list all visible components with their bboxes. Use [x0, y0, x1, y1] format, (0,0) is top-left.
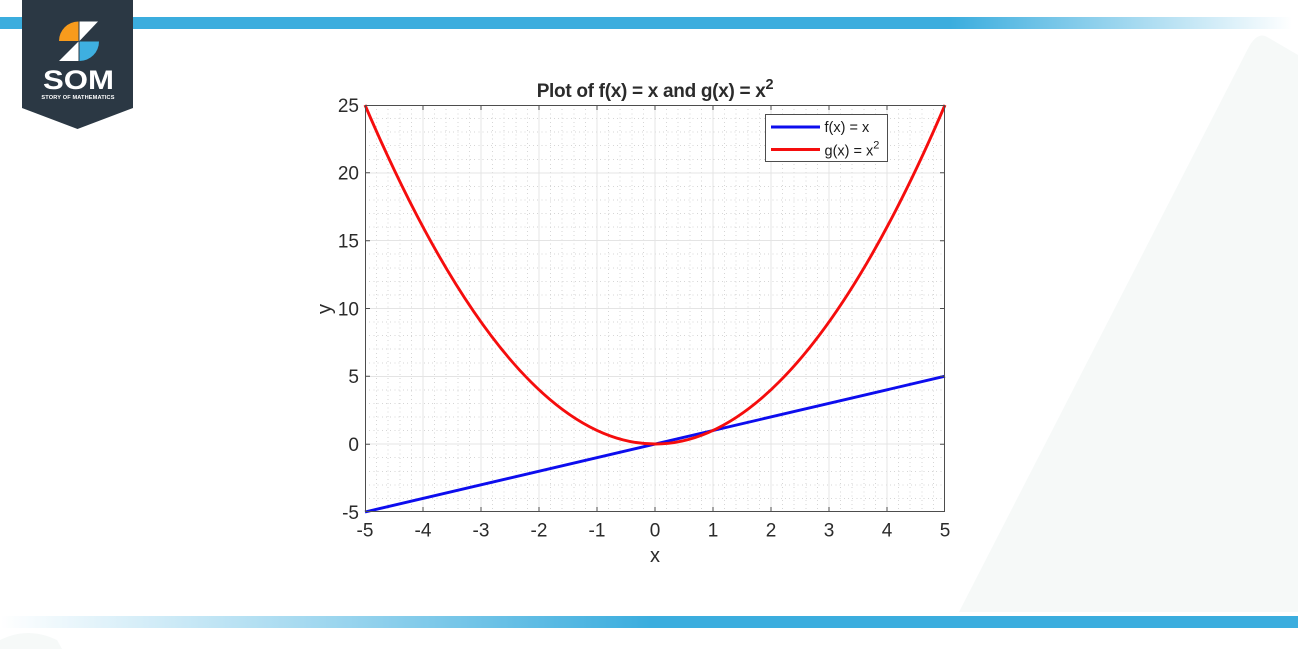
svg-text:g(x) = x2: g(x) = x2: [825, 140, 880, 160]
svg-text:-4: -4: [415, 521, 432, 542]
svg-text:-5: -5: [357, 521, 374, 542]
svg-text:x: x: [650, 545, 660, 567]
svg-text:10: 10: [338, 299, 359, 320]
svg-text:0: 0: [348, 435, 359, 456]
svg-text:2: 2: [766, 521, 777, 542]
svg-text:SOM: SOM: [43, 65, 114, 95]
svg-text:f(x) = x: f(x) = x: [825, 120, 870, 136]
svg-text:STORY OF MATHEMATICS: STORY OF MATHEMATICS: [41, 95, 114, 101]
svg-text:25: 25: [338, 96, 359, 117]
svg-text:-3: -3: [473, 521, 490, 542]
svg-text:5: 5: [348, 367, 359, 388]
svg-text:4: 4: [882, 521, 893, 542]
svg-text:5: 5: [940, 521, 951, 542]
svg-text:-1: -1: [589, 521, 606, 542]
svg-text:1: 1: [708, 521, 719, 542]
svg-text:Plot of f(x) = x and g(x) = x2: Plot of f(x) = x and g(x) = x2: [537, 77, 774, 102]
svg-text:-2: -2: [531, 521, 548, 542]
svg-text:-5: -5: [342, 503, 359, 524]
svg-text:3: 3: [824, 521, 835, 542]
svg-text:20: 20: [338, 164, 359, 185]
svg-text:0: 0: [650, 521, 661, 542]
svg-text:15: 15: [338, 232, 359, 253]
svg-text:y: y: [314, 304, 336, 314]
